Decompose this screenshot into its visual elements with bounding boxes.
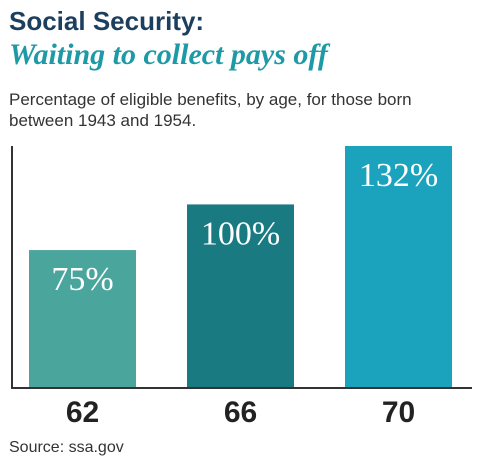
bar-70 — [345, 146, 452, 387]
data-label-66: 100% — [201, 215, 280, 252]
tick-labels-layer: 62 66 70 — [66, 396, 415, 429]
data-label-70: 132% — [359, 157, 438, 194]
x-tick-label-62: 62 — [66, 396, 99, 429]
bars-layer — [29, 146, 452, 387]
x-tick-label-70: 70 — [382, 396, 415, 429]
data-labels-layer: 75% 100% 132% — [51, 157, 438, 298]
bar-66 — [187, 204, 294, 387]
bar-62 — [29, 250, 136, 387]
x-tick-label-66: 66 — [224, 396, 257, 429]
source-note: Source: ssa.gov — [9, 439, 124, 456]
data-label-62: 75% — [51, 261, 113, 298]
chart-title: Social Security: — [9, 6, 205, 36]
chart-description: Percentage of eligible benefits, by age,… — [9, 90, 412, 130]
chart-subtitle: Waiting to collect pays off — [9, 38, 328, 71]
axis-layer — [11, 146, 472, 389]
